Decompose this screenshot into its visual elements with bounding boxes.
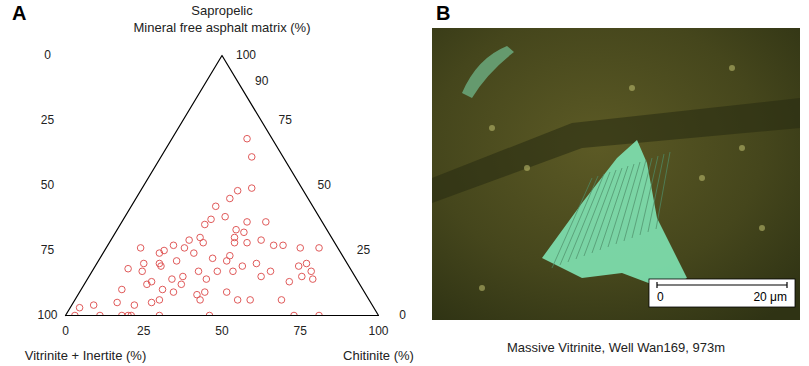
svg-text:Vitrinite + Inertite (%): Vitrinite + Inertite (%)	[25, 348, 147, 363]
html-text:B: B	[436, 2, 451, 24]
html-text:Massive Vitrinite, Well Wan169: Massive Vitrinite, Well Wan169, 973m	[507, 340, 725, 355]
svg-text:100: 100	[37, 308, 57, 322]
svg-text:90: 90	[255, 74, 269, 88]
svg-text:100: 100	[368, 324, 388, 338]
svg-text:25: 25	[137, 324, 151, 338]
svg-text:Chitinite (%): Chitinite (%)	[343, 348, 414, 363]
svg-text:75: 75	[278, 113, 292, 127]
svg-text:75: 75	[41, 243, 55, 257]
svg-text:25: 25	[357, 243, 371, 257]
svg-text:0: 0	[62, 324, 69, 338]
svg-text:75: 75	[294, 324, 308, 338]
svg-text:25: 25	[41, 113, 55, 127]
svg-text:50: 50	[41, 178, 55, 192]
svg-text:50: 50	[318, 178, 332, 192]
svg-text:Sapropelic: Sapropelic	[191, 3, 253, 18]
svg-text:0: 0	[399, 308, 406, 322]
svg-text:Mineral free asphalt matrix (%: Mineral free asphalt matrix (%)	[134, 20, 311, 35]
svg-text:0: 0	[44, 48, 51, 62]
svg-text:0: 0	[657, 290, 664, 304]
svg-text:100: 100	[236, 48, 256, 62]
svg-text:20 μm: 20 μm	[753, 290, 787, 304]
svg-text:50: 50	[215, 324, 229, 338]
html-text:A: A	[12, 2, 27, 24]
